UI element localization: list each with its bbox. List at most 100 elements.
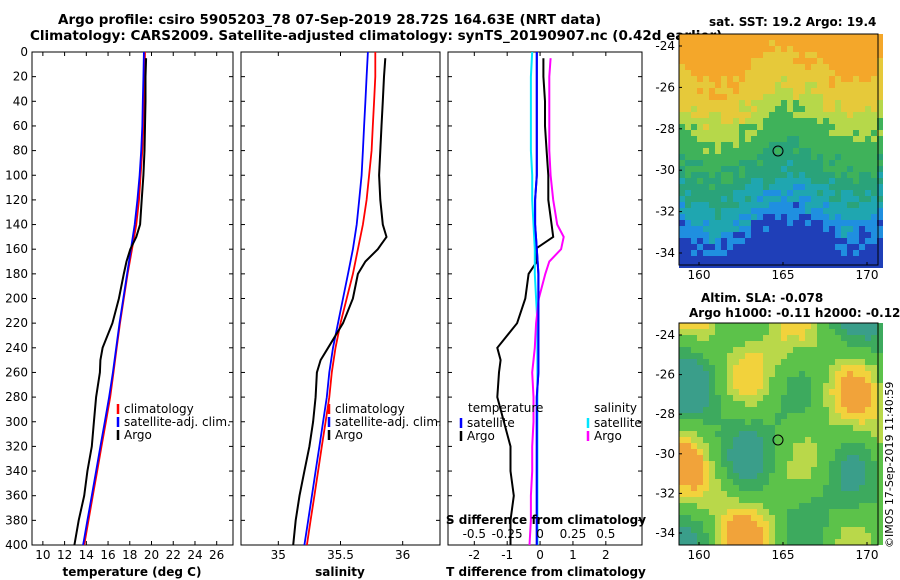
sla-map-cell bbox=[787, 383, 793, 389]
sst-map-cell bbox=[871, 58, 877, 64]
figure-title-line-1: Argo profile: csiro 5905203_78 07-Sep-20… bbox=[58, 12, 602, 28]
sst-map-cell bbox=[703, 202, 709, 208]
sst-map-ytick-label: -30 bbox=[655, 163, 675, 177]
sst-map-cell bbox=[721, 202, 727, 208]
sst-map-cell bbox=[679, 88, 685, 94]
sst-map-cell bbox=[697, 76, 703, 82]
sst-map-cell bbox=[805, 184, 811, 190]
sla-map-cell bbox=[853, 497, 859, 503]
sst-map-cell bbox=[835, 178, 841, 184]
sla-map-cell bbox=[763, 413, 769, 419]
sst-map-cell bbox=[715, 190, 721, 196]
sst-map-cell bbox=[787, 232, 793, 238]
sst-map-cell bbox=[763, 250, 769, 256]
sst-map-cell bbox=[835, 214, 841, 220]
sla-map-cell bbox=[817, 443, 823, 449]
sla-map-cell bbox=[781, 335, 787, 341]
sla-map-cell bbox=[715, 335, 721, 341]
sla-map-cell bbox=[865, 323, 871, 329]
sla-map-cell bbox=[691, 461, 697, 467]
sst-map-cell bbox=[721, 172, 727, 178]
sla-map-cell bbox=[727, 323, 733, 329]
sla-map-cell bbox=[727, 359, 733, 365]
sst-map-cell bbox=[733, 70, 739, 76]
sst-map-cell bbox=[739, 130, 745, 136]
sla-map-cell bbox=[859, 401, 865, 407]
sst-map-cell bbox=[697, 106, 703, 112]
sst-map-cell bbox=[799, 172, 805, 178]
sla-map-cell bbox=[769, 365, 775, 371]
sst-map-cell bbox=[823, 112, 829, 118]
sst-map-cell bbox=[823, 160, 829, 166]
sst-map-cell bbox=[853, 178, 859, 184]
sla-map-cell bbox=[781, 515, 787, 521]
sst-map-cell bbox=[757, 154, 763, 160]
sst-map-cell bbox=[733, 82, 739, 88]
sst-map-cell bbox=[853, 124, 859, 130]
sst-map-cell bbox=[871, 118, 877, 124]
sst-map-cell bbox=[859, 148, 865, 154]
sla-map-cell bbox=[793, 509, 799, 515]
sla-map-cell bbox=[787, 419, 793, 425]
sla-map-cell bbox=[691, 395, 697, 401]
sst-map-cell bbox=[739, 100, 745, 106]
sla-map-cell bbox=[739, 443, 745, 449]
sla-map-cell bbox=[871, 329, 877, 335]
sst-map-cell bbox=[685, 106, 691, 112]
sst-map-cell bbox=[745, 100, 751, 106]
sla-map-cell bbox=[787, 437, 793, 443]
sla-map-ytick-label: -28 bbox=[655, 407, 675, 421]
sla-map-cell bbox=[841, 353, 847, 359]
sst-map-cell bbox=[727, 100, 733, 106]
sla-map-cell bbox=[829, 473, 835, 479]
sst-map-cell bbox=[781, 130, 787, 136]
sla-map-cell bbox=[817, 365, 823, 371]
sla-map-cell bbox=[721, 443, 727, 449]
diff-x-tick-label: -1 bbox=[501, 548, 513, 562]
sla-map-cell bbox=[679, 353, 685, 359]
sla-map-cell bbox=[835, 371, 841, 377]
sla-map-cell bbox=[691, 341, 697, 347]
sla-map-cell bbox=[871, 341, 877, 347]
sla-map-cell bbox=[703, 491, 709, 497]
sst-map-cell bbox=[865, 40, 871, 46]
sla-map-cell bbox=[841, 503, 847, 509]
sla-map-cell bbox=[829, 533, 835, 539]
sla-map-cell bbox=[715, 521, 721, 527]
sst-map-cell bbox=[859, 136, 865, 142]
sla-map-cell bbox=[841, 419, 847, 425]
sla-map-cell bbox=[679, 377, 685, 383]
sla-map-cell bbox=[679, 473, 685, 479]
sla-map-cell bbox=[757, 329, 763, 335]
sst-map-cell bbox=[799, 76, 805, 82]
sst-map-cell bbox=[787, 118, 793, 124]
sst-map-cell bbox=[739, 94, 745, 100]
sla-map-cell bbox=[829, 377, 835, 383]
sla-map-cell bbox=[877, 407, 883, 413]
sla-map-cell bbox=[751, 389, 757, 395]
sst-map-cell bbox=[739, 118, 745, 124]
sst-map-cell bbox=[709, 142, 715, 148]
sst-map-cell bbox=[805, 118, 811, 124]
sla-map-cell bbox=[877, 461, 883, 467]
sla-map-cell bbox=[691, 491, 697, 497]
sst-map-cell bbox=[805, 178, 811, 184]
sst-map-cell bbox=[817, 244, 823, 250]
sla-map-cell bbox=[835, 509, 841, 515]
sst-map-cell bbox=[751, 88, 757, 94]
sst-map-cell bbox=[787, 178, 793, 184]
sst-map-cell bbox=[805, 106, 811, 112]
sla-map-cell bbox=[709, 431, 715, 437]
sst-map-cell bbox=[751, 124, 757, 130]
sst-map-cell bbox=[847, 94, 853, 100]
sst-map-cell bbox=[733, 160, 739, 166]
sla-map-cell bbox=[847, 401, 853, 407]
sst-map-cell bbox=[865, 214, 871, 220]
sla-map-cell bbox=[793, 341, 799, 347]
sla-map-cell bbox=[679, 443, 685, 449]
sla-map-cell bbox=[697, 437, 703, 443]
sst-map-cell bbox=[679, 148, 685, 154]
sst-map-cell bbox=[703, 232, 709, 238]
sla-map-cell bbox=[787, 485, 793, 491]
sst-map-cell bbox=[787, 46, 793, 52]
